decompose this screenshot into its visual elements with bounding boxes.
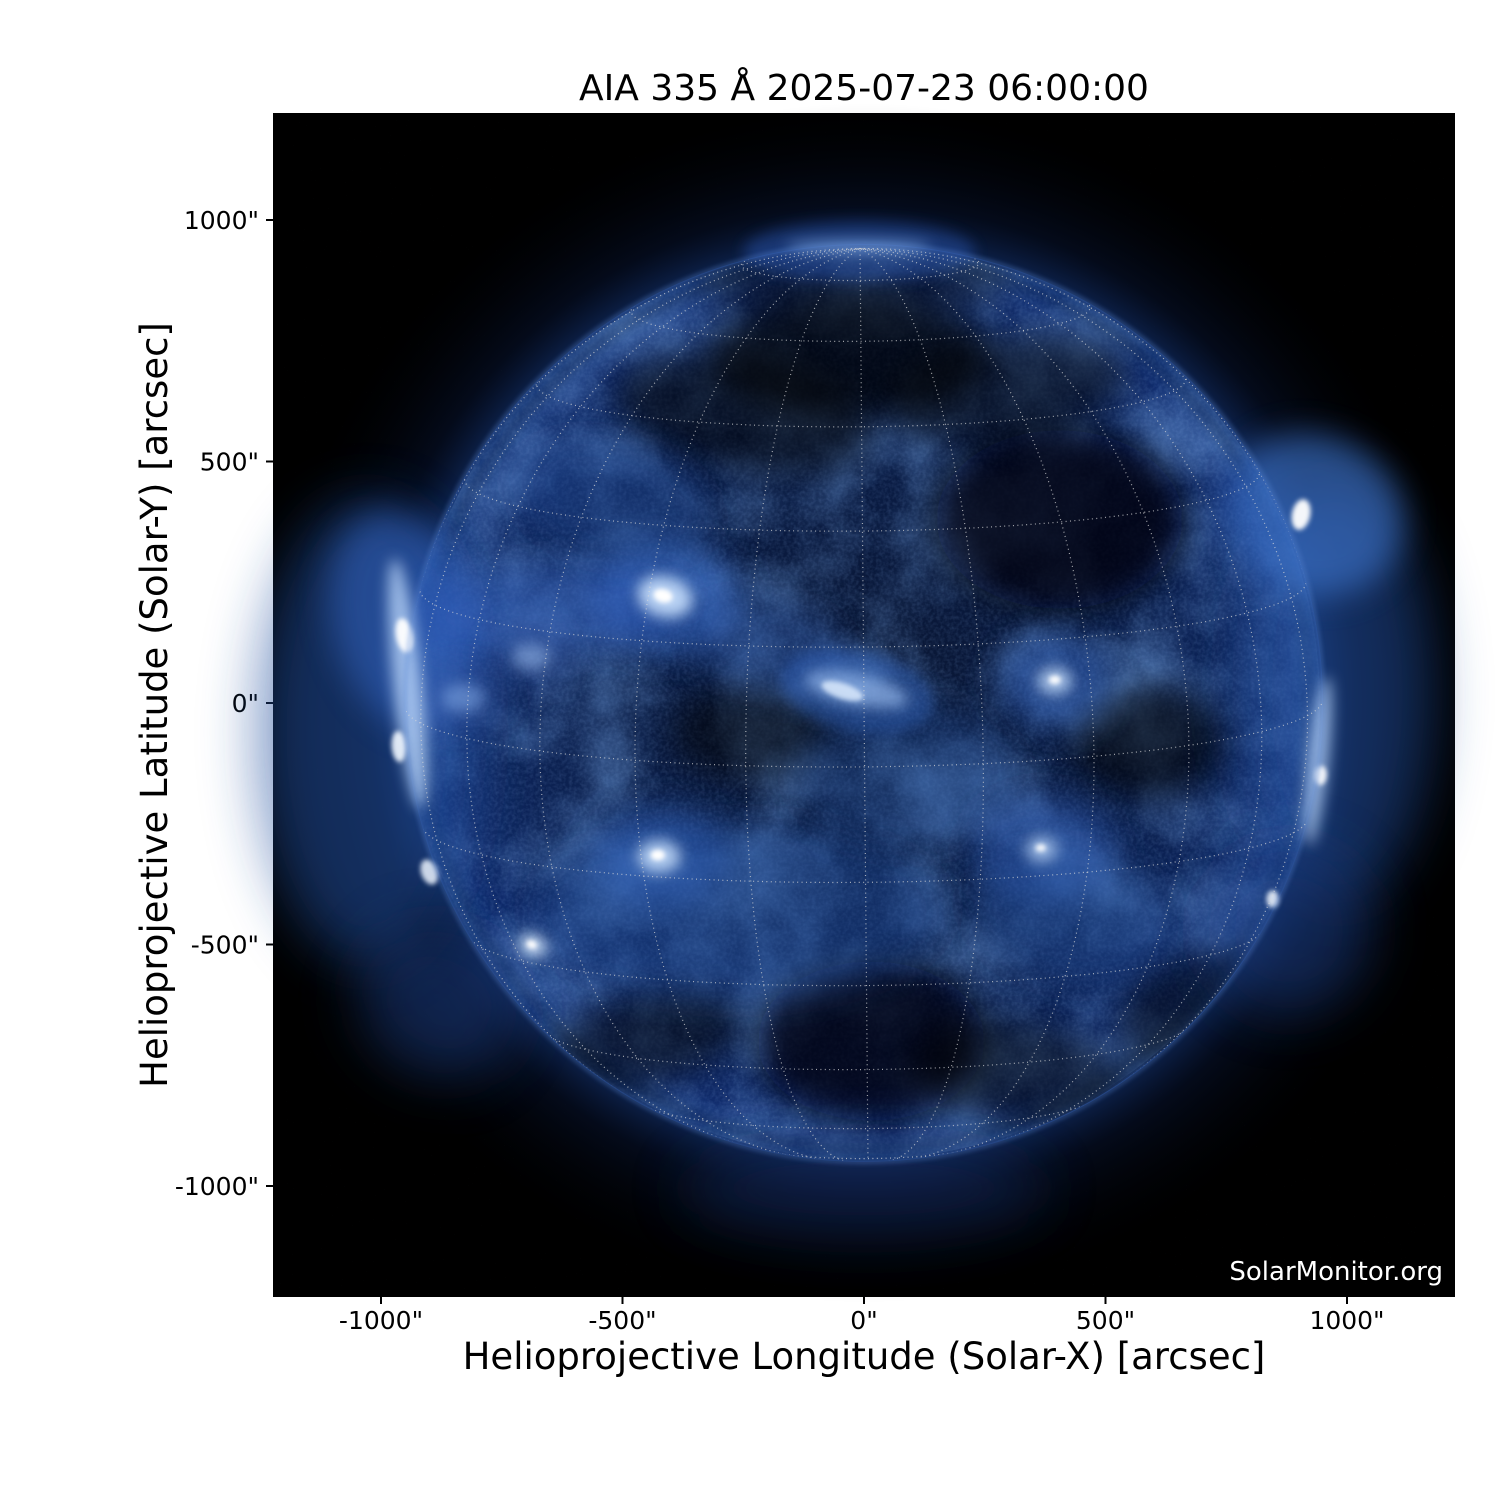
grid-meridian (420, 247, 861, 1108)
x-axis-ticks: -1000" -500" 0" 500" 1000" (339, 1297, 1385, 1335)
grid-parallel (406, 698, 1322, 768)
grid-parallel (630, 299, 1091, 342)
grid-meridian (539, 247, 861, 1159)
x-tick-label: 1000" (1309, 1306, 1384, 1335)
emission-glow (971, 848, 1173, 983)
emission-glow (358, 928, 520, 1077)
active-region-core (1035, 844, 1047, 852)
active-region-cores (388, 239, 1332, 957)
watermark-text: SolarMonitor.org (1229, 1257, 1443, 1287)
grid-meridian (466, 247, 861, 1151)
emission-glow (796, 703, 1019, 848)
x-tick-label: -1000" (339, 1306, 423, 1335)
sun-image (255, 221, 1434, 1235)
grid-parallel (418, 579, 1307, 648)
emission-glow (410, 561, 690, 657)
y-tick-label: -500" (191, 931, 259, 960)
emission-glow (1222, 433, 1404, 596)
x-tick-label: 500" (1076, 1306, 1135, 1335)
plot-area: SolarMonitor.org (255, 103, 1464, 1303)
grid-meridian (859, 247, 1190, 1157)
active-region-core (650, 849, 665, 861)
grid-meridian (745, 247, 861, 1161)
active-region-core (391, 731, 407, 762)
coronal-hole (614, 354, 873, 473)
x-tick-label: -500" (588, 1306, 656, 1335)
x-tick-label: 0" (850, 1306, 877, 1335)
grid-meridian (859, 248, 869, 1161)
emission-glow (1206, 847, 1372, 1013)
chart-title: AIA 335 Å 2025-07-23 06:00:00 (579, 66, 1149, 109)
y-tick-label: 1000" (184, 206, 259, 235)
emission-glows (255, 221, 1434, 1235)
coronal-hole (936, 430, 1183, 609)
active-region-core (785, 239, 931, 255)
x-axis-label: Helioprojective Longitude (Solar-X) [arc… (463, 1335, 1266, 1378)
active-region-core (1049, 675, 1061, 685)
active-region-core (1291, 499, 1311, 530)
coronal-hole (670, 686, 835, 778)
active-region-core (511, 643, 550, 671)
grid-parallel (470, 932, 1262, 987)
y-axis-ticks: 1000" 500" 0" -500" -1000" (175, 206, 273, 1201)
grid-parallel (535, 372, 1187, 428)
emission-glow (680, 1142, 1048, 1235)
y-tick-label: -1000" (175, 1172, 259, 1201)
grid-parallel (740, 254, 980, 282)
grid-parallel (546, 1028, 1187, 1071)
active-region-core (821, 680, 864, 701)
y-tick-label: 0" (232, 689, 259, 718)
y-tick-label: 500" (200, 448, 259, 477)
active-region-core (441, 683, 485, 713)
active-region-core (653, 588, 673, 603)
limb-ring (403, 242, 1325, 1164)
grid-parallel (463, 468, 1261, 532)
grid-meridian (859, 247, 1263, 1149)
active-region-core (526, 940, 537, 949)
emission-glow (530, 821, 947, 1001)
grid-meridian (859, 247, 985, 1161)
grid-meridian (859, 247, 1309, 1104)
y-axis-label: Helioprojective Latitude (Solar-Y) [arcs… (133, 322, 176, 1088)
